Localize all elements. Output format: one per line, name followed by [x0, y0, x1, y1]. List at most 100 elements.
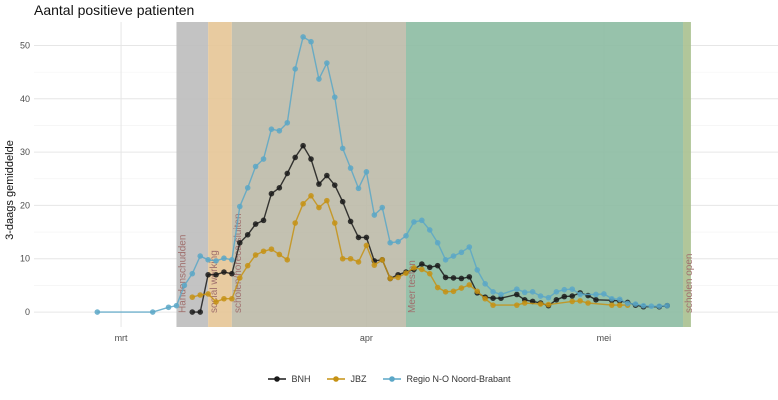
- data-point: [197, 309, 204, 315]
- data-point: [577, 291, 583, 298]
- data-point: [521, 289, 528, 296]
- data-point: [355, 234, 362, 241]
- data-point: [197, 292, 204, 298]
- data-point: [331, 94, 338, 100]
- data-point: [616, 302, 623, 308]
- tick-layer: 0 10 20 30 40 50 mrt apr mei: [20, 40, 611, 343]
- data-point: [608, 295, 615, 302]
- data-point: [236, 203, 243, 210]
- data-point: [268, 246, 275, 252]
- data-point: [411, 265, 417, 271]
- legend-key: [327, 376, 346, 382]
- y-tick-label: 20: [20, 200, 30, 210]
- data-point: [395, 274, 401, 281]
- data-point: [308, 38, 314, 45]
- data-point: [442, 257, 449, 263]
- data-point: [205, 271, 211, 278]
- data-point: [553, 289, 560, 295]
- phase-band: [208, 22, 232, 327]
- legend-key: [268, 376, 287, 382]
- data-point: [268, 126, 275, 132]
- data-point: [585, 300, 591, 306]
- data-point: [553, 297, 560, 303]
- data-point: [292, 220, 298, 226]
- data-point: [632, 301, 639, 307]
- chart-title: Aantal positieve patienten: [34, 2, 194, 18]
- x-tick-label: mei: [597, 333, 612, 343]
- legend-key: [383, 376, 402, 382]
- data-point: [387, 239, 393, 246]
- data-point: [426, 270, 433, 277]
- data-point: [395, 238, 401, 245]
- data-point: [442, 289, 449, 295]
- data-point: [442, 274, 449, 281]
- data-point: [181, 282, 188, 289]
- data-point: [363, 169, 370, 175]
- data-point: [561, 293, 568, 300]
- data-point: [94, 309, 101, 315]
- legend-label: JBZ: [350, 374, 367, 384]
- data-point: [355, 259, 362, 265]
- data-point: [624, 300, 631, 307]
- data-point: [529, 289, 536, 295]
- data-point: [236, 239, 243, 246]
- data-point: [252, 252, 259, 258]
- phase-band: [231, 22, 406, 327]
- data-point: [434, 284, 441, 291]
- data-point: [189, 294, 196, 300]
- data-point: [300, 201, 306, 207]
- data-point: [300, 34, 306, 40]
- data-point: [458, 249, 465, 256]
- data-point: [260, 156, 267, 162]
- legend-label: Regio N-O Noord-Brabant: [406, 374, 511, 384]
- data-point: [490, 289, 496, 295]
- data-point: [221, 269, 227, 275]
- data-point: [482, 281, 488, 287]
- data-point: [165, 304, 172, 311]
- data-point: [355, 185, 362, 192]
- data-point: [474, 288, 481, 295]
- data-point: [308, 193, 314, 199]
- data-point: [229, 257, 235, 263]
- data-point: [450, 253, 457, 259]
- data-point: [419, 261, 425, 267]
- data-point: [268, 190, 275, 197]
- data-point: [197, 253, 204, 259]
- legend-key-point: [333, 376, 340, 382]
- data-point: [426, 227, 433, 233]
- data-point: [324, 172, 330, 179]
- data-point: [490, 295, 496, 302]
- data-point: [284, 119, 291, 126]
- data-point: [213, 299, 219, 305]
- data-point: [466, 244, 473, 250]
- data-point: [324, 197, 330, 204]
- phase-label: Handenschudden: [177, 235, 188, 313]
- data-point: [347, 165, 354, 171]
- data-point: [252, 221, 259, 227]
- data-point: [537, 301, 544, 307]
- y-tick-label: 40: [20, 94, 30, 104]
- data-point: [339, 145, 346, 152]
- data-point: [514, 291, 520, 298]
- data-point: [205, 291, 211, 297]
- data-point: [244, 262, 251, 269]
- data-point: [276, 251, 283, 258]
- data-point: [363, 242, 370, 249]
- data-point: [276, 127, 283, 134]
- x-tick-label: mrt: [115, 333, 128, 343]
- series-line: [97, 35, 668, 313]
- data-point: [403, 233, 409, 239]
- data-point: [419, 217, 425, 224]
- data-point: [450, 275, 457, 281]
- data-point: [324, 60, 330, 66]
- data-point: [561, 286, 568, 293]
- data-point: [379, 257, 386, 263]
- data-point: [664, 302, 670, 309]
- data-point: [308, 156, 314, 162]
- data-point: [458, 285, 465, 291]
- data-point: [379, 204, 386, 211]
- phase-label: social werking: [209, 250, 220, 313]
- y-tick-label: 30: [20, 147, 30, 157]
- data-point: [260, 217, 267, 224]
